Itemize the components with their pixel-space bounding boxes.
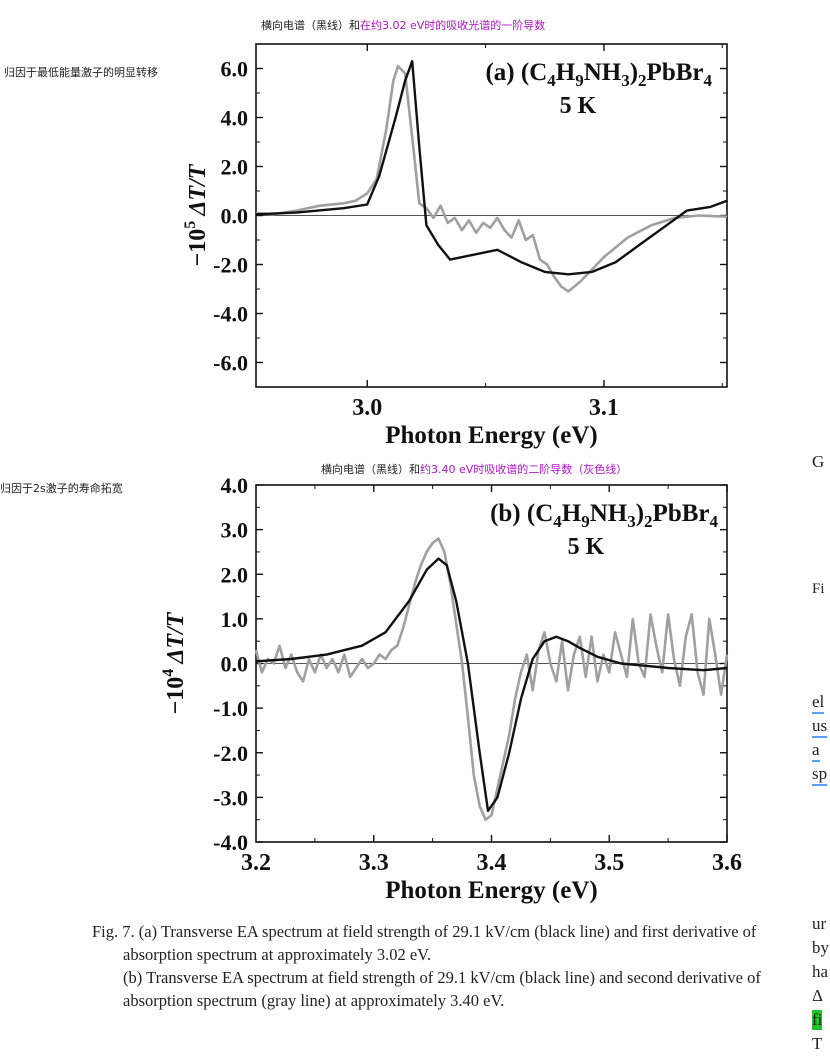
right-fragment: ur — [812, 914, 827, 933]
mid-annotation-colored: 约3.40 eV时吸收谱的二阶导数（灰色线） — [420, 463, 628, 476]
y-axis-label-quantity: ΔT/T — [163, 611, 189, 668]
y-tick-label: 4.0 — [221, 106, 249, 131]
y-axis-label-quantity: ΔT/T — [185, 163, 211, 220]
formula-subscript: 4 — [710, 512, 719, 531]
top-annotation-plain: 横向电谱（黑线）和 — [261, 19, 360, 32]
formula-part: (C — [521, 59, 547, 86]
x-tick-label: 3.2 — [241, 850, 271, 876]
series-gray-line — [254, 537, 729, 822]
y-tick-label: 0.0 — [221, 652, 249, 677]
side-annotation-a: 归因于最低能量激子的明显转移 — [4, 66, 158, 79]
right-fragment: el — [812, 692, 825, 714]
caption-part-a: Fig. 7. (a) Transverse EA spectrum at fi… — [92, 922, 757, 964]
y-axis-label-exponent: 4 — [160, 669, 177, 677]
formula-part: PbBr — [653, 500, 710, 527]
temperature-label: 5 K — [560, 93, 597, 119]
y-tick-label: 1.0 — [221, 607, 249, 632]
formula-part: H — [562, 500, 582, 527]
figure-caption: Fig. 7. (a) Transverse EA spectrum at fi… — [92, 920, 782, 1012]
y-tick-label: -1.0 — [213, 696, 248, 721]
series-gray-line — [255, 64, 728, 293]
formula-part: PbBr — [647, 59, 704, 86]
right-fragment: sp — [812, 764, 828, 786]
formula-subscript: 4 — [547, 71, 556, 90]
formula-subscript: 3 — [621, 71, 630, 90]
y-tick-label: 6.0 — [221, 57, 249, 82]
y-tick-label: 2.0 — [221, 155, 249, 180]
right-fragment: by — [812, 938, 829, 957]
x-tick-label: 3.6 — [712, 850, 742, 876]
y-tick-label: -3.0 — [213, 785, 248, 810]
y-tick-label: -2.0 — [213, 741, 248, 766]
x-tick-label: 3.4 — [477, 850, 507, 876]
y-axis-label-prefix: −10 — [185, 229, 211, 267]
x-axis-label: Photon Energy (eV) — [385, 422, 597, 449]
x-axis-label: Photon Energy (eV) — [385, 877, 597, 904]
formula-subscript: 4 — [553, 512, 562, 531]
x-tick-label: 3.0 — [352, 395, 382, 421]
panel-title: (b) (C4H9NH3)2PbBr4 — [490, 500, 718, 531]
mid-annotation-plain: 横向电谱（黑线）和 — [321, 463, 420, 476]
right-fragment: ha — [812, 962, 829, 981]
formula-part: ) — [636, 500, 644, 527]
temperature-label: 5 K — [568, 534, 605, 560]
right-fragment: G — [812, 452, 825, 471]
formula-part: H — [556, 59, 576, 86]
y-axis-label: −104 ΔT/T — [160, 611, 189, 714]
y-tick-label: -6.0 — [213, 351, 248, 376]
formula-subscript: 4 — [704, 71, 713, 90]
y-tick-label: 3.0 — [221, 518, 249, 543]
right-fragment: us — [812, 716, 828, 738]
x-tick-label: 3.1 — [589, 395, 619, 421]
formula-part: (C — [527, 500, 553, 527]
right-fragment: fi — [812, 1010, 823, 1030]
series-black-line — [255, 60, 728, 276]
y-tick-label: -4.0 — [213, 830, 248, 855]
right-fragment: a — [812, 740, 820, 762]
formula-part: ) — [630, 59, 638, 86]
series-black-line — [255, 557, 728, 812]
top-annotation: 横向电谱（黑线）和在约3.02 eV时的吸收光谱的一阶导数 — [261, 17, 545, 33]
side-annotation-b: 归因于2s激子的寿命拓宽 — [0, 482, 123, 495]
y-tick-label: -4.0 — [213, 302, 248, 327]
panel-title-prefix: (b) — [490, 500, 527, 527]
formula-part: NH — [590, 500, 628, 527]
formula-subscript: 9 — [581, 512, 590, 531]
y-tick-label: 4.0 — [221, 473, 249, 498]
panel-title-prefix: (a) — [485, 59, 520, 86]
mid-annotation: 横向电谱（黑线）和约3.40 eV时吸收谱的二阶导数（灰色线） — [321, 461, 627, 477]
caption-part-b: (b) Transverse EA spectrum at field stre… — [123, 968, 761, 1010]
formula-subscript: 3 — [627, 512, 636, 531]
formula-subscript: 2 — [644, 512, 653, 531]
formula-subscript: 2 — [638, 71, 647, 90]
x-tick-label: 3.5 — [594, 850, 624, 876]
y-axis-label-prefix: −10 — [163, 677, 189, 715]
y-axis-label-exponent: 5 — [182, 221, 199, 229]
formula-part: NH — [584, 59, 622, 86]
right-fragment: T — [812, 1034, 823, 1053]
y-axis-label: −105 ΔT/T — [182, 163, 211, 266]
y-tick-label: 0.0 — [221, 204, 249, 229]
y-tick-label: 2.0 — [221, 562, 249, 587]
top-annotation-colored: 在约3.02 eV时的吸收光谱的一阶导数 — [360, 19, 546, 32]
chart-b: 4.0 3.0 2.0 1.0 0.0 -1.0 -2.0 -3.0 -4.03.2 3.3 3.4… — [160, 473, 742, 904]
y-tick-label: -2.0 — [213, 253, 248, 278]
panel-title: (a) (C4H9NH3)2PbBr4 — [485, 59, 712, 90]
right-fragment: Fi — [812, 581, 825, 597]
formula-subscript: 9 — [575, 71, 584, 90]
x-tick-label: 3.3 — [359, 850, 389, 876]
right-fragment: Δ — [812, 986, 823, 1005]
